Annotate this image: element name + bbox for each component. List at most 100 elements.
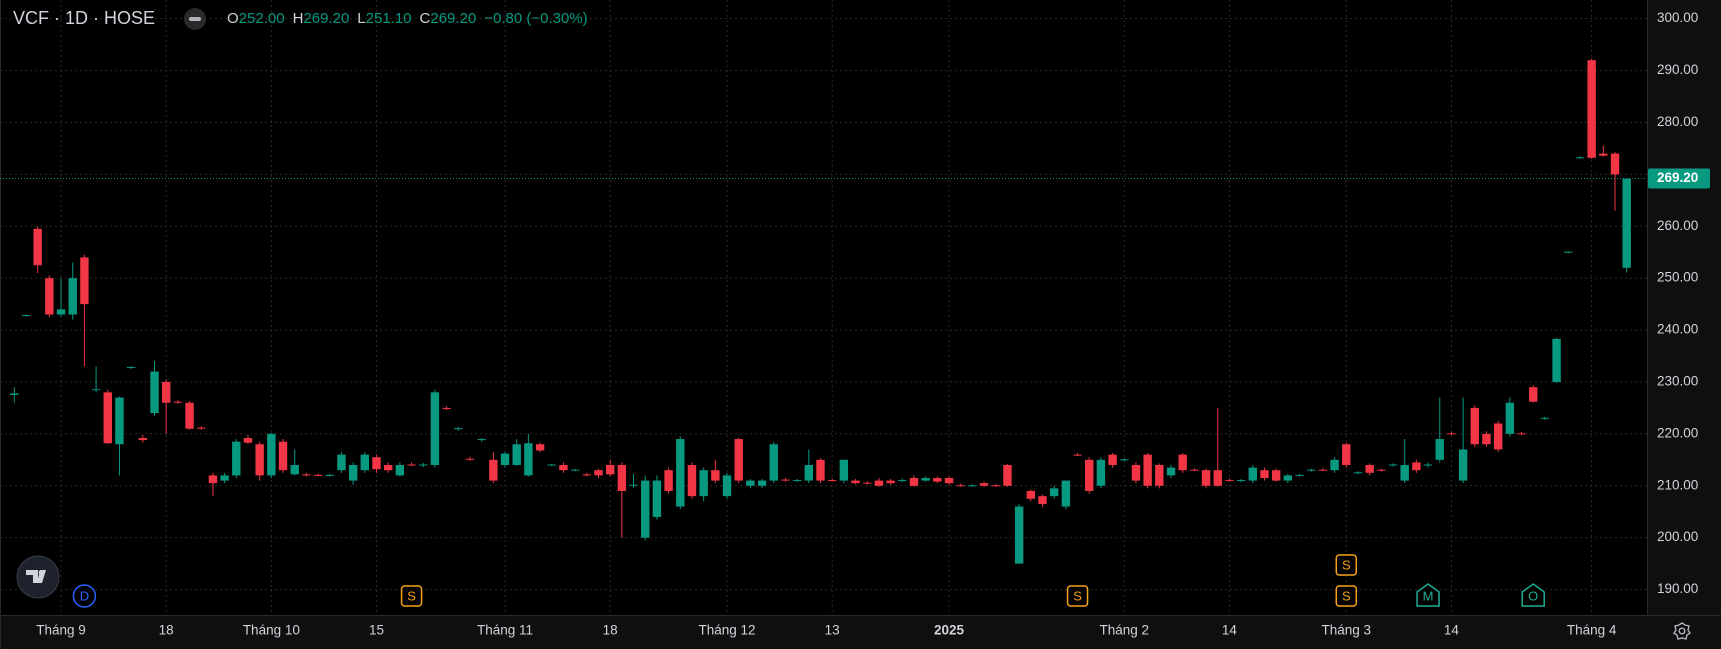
- candle-body: [454, 428, 463, 430]
- candle-body: [302, 474, 311, 476]
- candle-body: [1307, 469, 1316, 471]
- candle-body: [641, 480, 650, 538]
- x-tick-label: 13: [825, 623, 840, 638]
- event-marker[interactable]: S: [1066, 585, 1089, 607]
- candle-body: [839, 459, 849, 481]
- settings-button[interactable]: [1673, 622, 1691, 640]
- candle-body: [1575, 157, 1585, 159]
- last-price-label: 269.20: [1657, 170, 1698, 185]
- candle-body: [1085, 459, 1094, 491]
- candle-body: [605, 465, 615, 475]
- candle-body: [21, 315, 31, 317]
- candle-body: [1295, 474, 1304, 476]
- candle-body: [1213, 470, 1222, 486]
- candle-body: [489, 459, 498, 481]
- candle-body: [1377, 469, 1386, 471]
- gear-center[interactable]: [1678, 627, 1686, 635]
- candle-body: [1342, 444, 1351, 466]
- candle-body: [348, 465, 358, 481]
- hide-button[interactable]: [184, 8, 206, 30]
- candle-body: [594, 470, 603, 476]
- candle-body: [1365, 465, 1374, 473]
- legend-change: −0.80 (−0.30%): [484, 10, 587, 27]
- logo-dot[interactable]: [38, 570, 44, 575]
- candle-body: [979, 483, 989, 486]
- candle-body: [255, 444, 264, 476]
- candle-body: [1155, 465, 1164, 486]
- candle-body: [395, 465, 405, 476]
- candle-body: [197, 427, 206, 429]
- x-tick-label: 18: [159, 623, 174, 638]
- candle-body: [769, 444, 778, 481]
- candle-body: [570, 469, 580, 471]
- event-shape: [72, 584, 97, 608]
- y-tick-label: 190.00: [1657, 581, 1698, 596]
- candle-body: [91, 389, 101, 391]
- candle-body: [816, 459, 825, 481]
- event-label: O: [1528, 588, 1538, 603]
- candle-body: [1096, 459, 1106, 486]
- event-marker[interactable]: S: [400, 585, 423, 607]
- candle-body: [1061, 480, 1071, 507]
- logo[interactable]: [16, 555, 60, 599]
- candle-body: [1423, 464, 1433, 466]
- candle-body: [173, 401, 183, 403]
- candle-body: [722, 475, 732, 497]
- x-tick-label: 14: [1222, 623, 1238, 638]
- hide-button-icon[interactable]: [189, 17, 201, 21]
- event-marker[interactable]: O: [1521, 583, 1545, 607]
- candle-body: [1610, 153, 1620, 175]
- candles: [10, 58, 1631, 564]
- candle-body: [45, 278, 54, 315]
- candle-body: [185, 402, 194, 429]
- y-tick-label: 240.00: [1657, 322, 1698, 337]
- legend-value: 269.20: [303, 10, 349, 27]
- candle-body: [804, 465, 814, 481]
- candle-body: [1447, 433, 1456, 435]
- candle-body: [676, 439, 685, 507]
- event-shape: [1335, 554, 1358, 576]
- candle-body: [699, 470, 708, 497]
- legend-value: 269.20: [430, 10, 476, 27]
- candle-body: [232, 441, 241, 476]
- candle-body: [1564, 251, 1573, 253]
- symbol-title: VCF · 1D · HOSE: [13, 8, 155, 28]
- candle-body: [524, 443, 533, 476]
- candle-body: [1236, 480, 1246, 482]
- candle-body: [1505, 402, 1515, 434]
- x-tick-label: Tháng 9: [36, 623, 86, 638]
- candle-body: [1412, 462, 1421, 471]
- gear-outline[interactable]: [1673, 622, 1691, 640]
- candle-body: [1540, 417, 1550, 419]
- candle-body: [56, 309, 66, 315]
- x-tick-label: Tháng 10: [243, 623, 300, 638]
- candle-body: [909, 477, 919, 486]
- candle-body: [1038, 496, 1047, 504]
- candle-body: [1260, 470, 1269, 478]
- candle-body: [267, 433, 276, 476]
- candle-body: [851, 480, 860, 484]
- candle-body: [1073, 454, 1082, 456]
- event-marker[interactable]: M: [1416, 583, 1440, 607]
- candle-body: [874, 480, 884, 486]
- candle-body: [1166, 467, 1176, 476]
- event-marker[interactable]: S: [1335, 554, 1358, 576]
- candle-body: [1026, 490, 1036, 499]
- candle-body: [1353, 472, 1363, 474]
- candle-body: [1190, 469, 1199, 471]
- candle-body: [968, 485, 977, 487]
- candle-body: [921, 477, 930, 481]
- event-marker[interactable]: D: [72, 584, 97, 608]
- candle-body: [1271, 470, 1281, 481]
- y-tick-label: 220.00: [1657, 425, 1698, 440]
- candle-body: [1049, 488, 1059, 497]
- y-tick-label: 200.00: [1657, 529, 1698, 544]
- x-tick-label: Tháng 11: [477, 623, 533, 638]
- candle-body: [10, 393, 19, 395]
- y-tick-label: 250.00: [1657, 270, 1698, 285]
- candle-body: [863, 482, 872, 484]
- event-marker[interactable]: S: [1335, 585, 1358, 607]
- candle-body: [430, 392, 440, 466]
- last-price-tag: [1648, 168, 1710, 189]
